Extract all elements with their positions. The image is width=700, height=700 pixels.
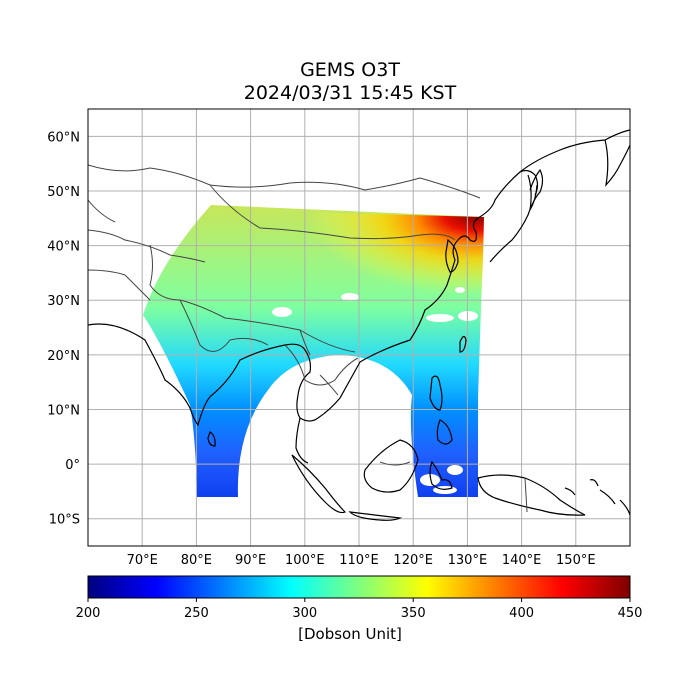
colorbar <box>87 575 631 599</box>
colorbar-tick-label: 400 <box>509 606 534 621</box>
longitude-tick-label: 130°E <box>448 553 488 568</box>
country-borders <box>88 164 528 513</box>
latitude-tick-label: 40°N <box>47 240 80 255</box>
longitude-tick-label: 120°E <box>393 553 433 568</box>
map-subtitle: 2024/03/31 15:45 KST <box>243 82 457 104</box>
colorbar-tick-label: 450 <box>618 606 643 621</box>
latitude-tick-label: 60°N <box>47 130 80 145</box>
colorbar-tick-label: 250 <box>184 606 209 621</box>
longitude-tick-label: 140°E <box>502 553 542 568</box>
coastlines <box>88 129 630 521</box>
longitude-tick-label: 110°E <box>339 553 379 568</box>
colorbar-tick-label: 300 <box>292 606 317 621</box>
latitude-tick-label: 0° <box>65 458 80 473</box>
longitude-tick-label: 150°E <box>556 553 596 568</box>
colorbar-unit-label: [Dobson Unit] <box>298 625 402 643</box>
longitude-tick-label: 90°E <box>235 553 266 568</box>
graticule <box>88 109 630 546</box>
colorbar-tick-label: 200 <box>76 606 101 621</box>
longitude-tick-label: 70°E <box>127 553 158 568</box>
latitude-tick-label: 50°N <box>47 185 80 200</box>
latitude-labels: 60°N 50°N 40°N 30°N 20°N 10°N 0° 10°S <box>47 130 80 527</box>
latitude-tick-label: 10°S <box>49 513 80 528</box>
map-frame <box>87 108 631 547</box>
longitude-tick-label: 80°E <box>181 553 212 568</box>
longitude-labels: 70°E 80°E 90°E 100°E 110°E 120°E 130°E 140°E 150… <box>127 553 596 568</box>
colorbar-ticks: 200 250 300 350 400 450 <box>76 598 643 621</box>
latitude-tick-label: 30°N <box>47 294 80 309</box>
ozone-field <box>143 205 484 497</box>
latitude-tick-label: 10°N <box>47 403 80 418</box>
longitude-tick-label: 100°E <box>285 553 325 568</box>
colorbar-tick-label: 350 <box>401 606 426 621</box>
map-title: GEMS O3T <box>300 59 400 81</box>
latitude-tick-label: 20°N <box>47 349 80 364</box>
